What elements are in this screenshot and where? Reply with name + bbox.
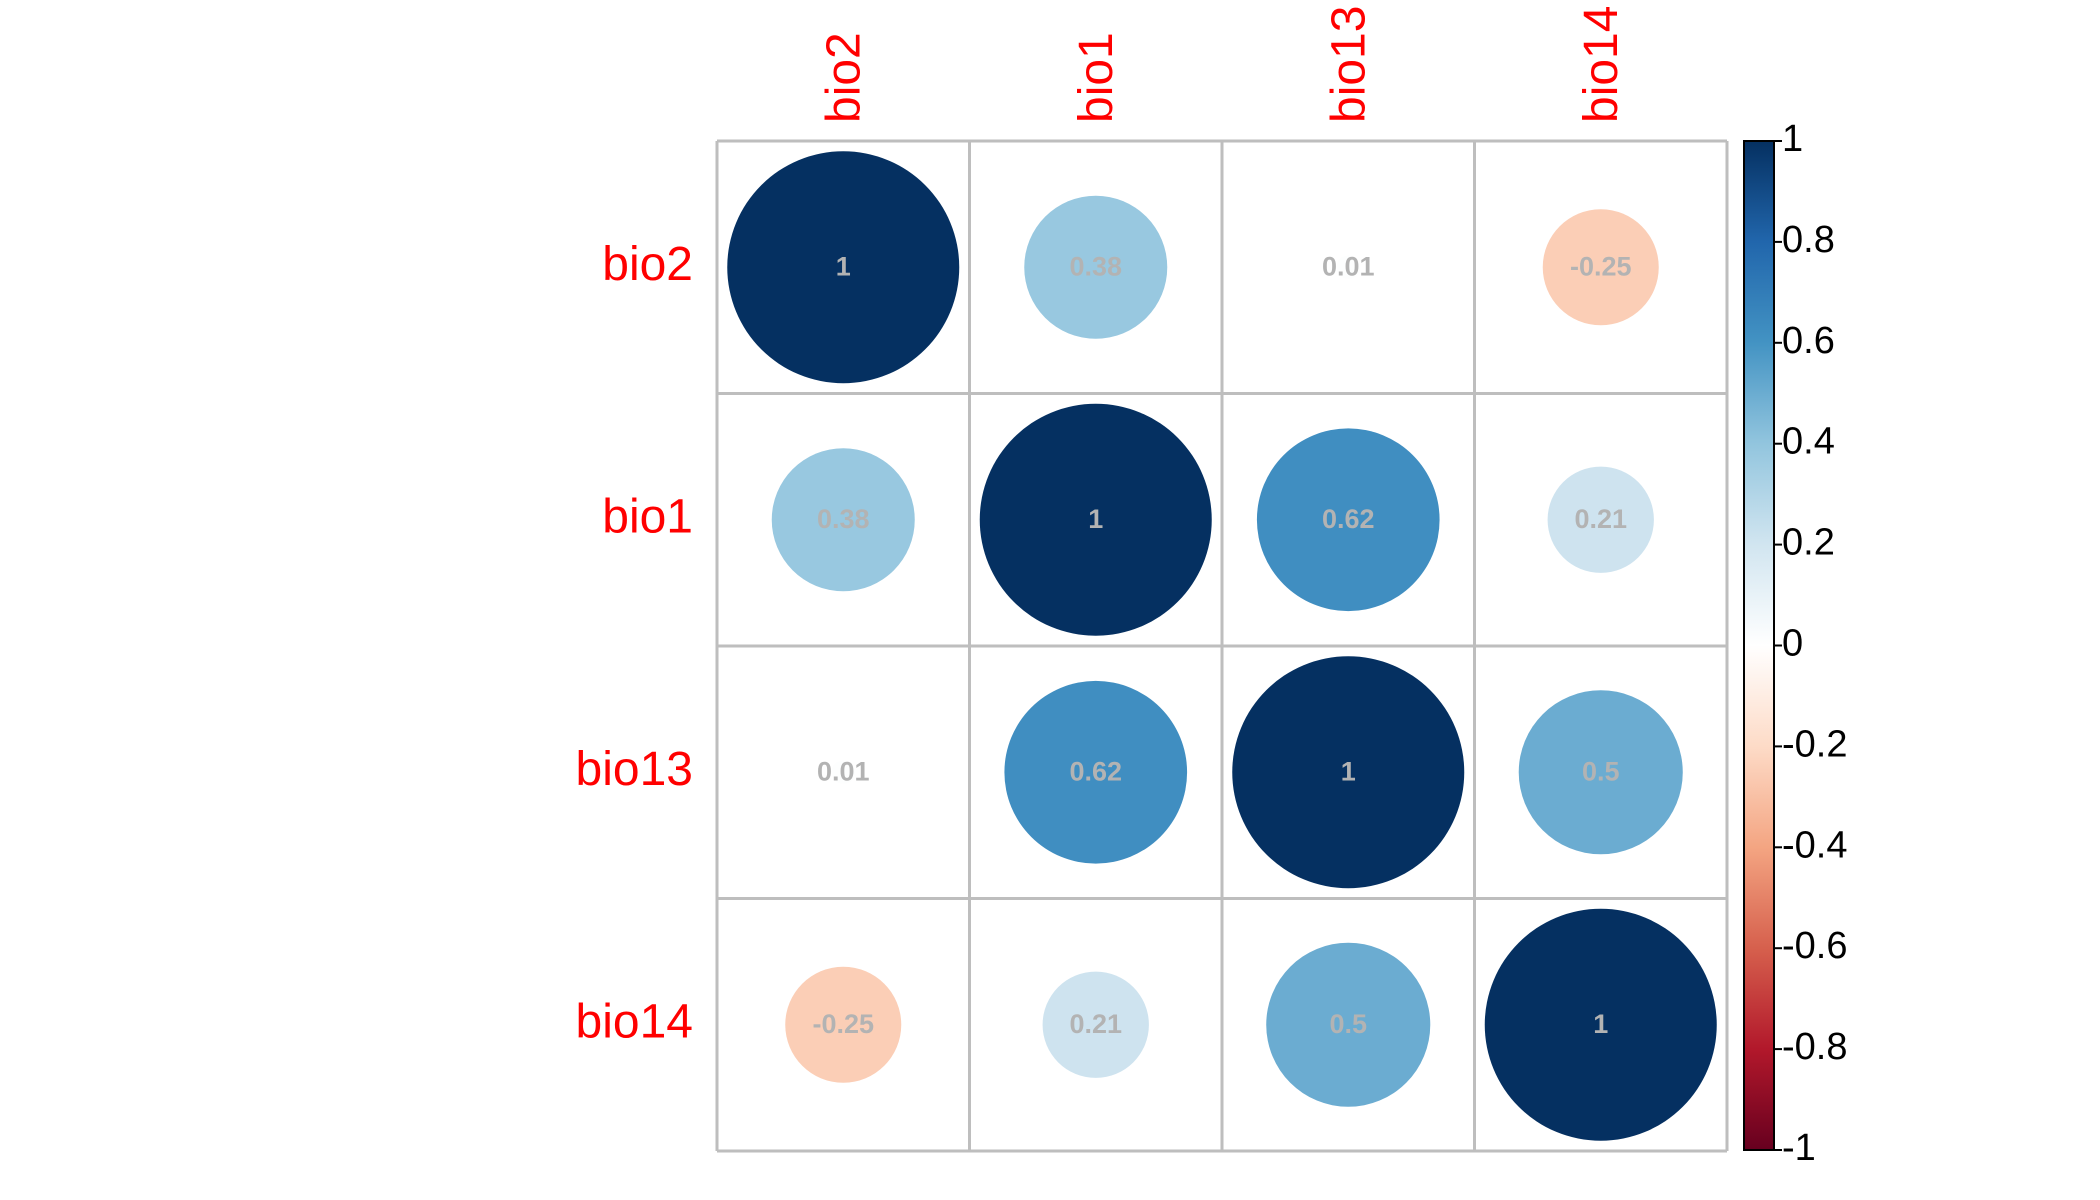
legend-tick-label: 0.6: [1782, 320, 1835, 362]
corr-circle-bio2-bio13: [1336, 255, 1360, 279]
value-labels: 1 0.38 0.01 -0.25 0.38 1 0.62 0.21 0.01 0.62 1 0.5 -…: [812, 251, 1631, 1039]
corr-value-bio13-bio2: 0.01: [817, 756, 870, 786]
corr-circle-bio14-bio1: [1042, 971, 1149, 1078]
corr-circle-bio1-bio2: [771, 448, 915, 592]
row-label-bio2: bio2: [602, 238, 693, 291]
corr-value-bio13-bio13: 1: [1341, 756, 1356, 786]
corr-value-bio2-bio13: 0.01: [1322, 251, 1375, 281]
corr-circle-bio1-bio1: [979, 403, 1212, 636]
legend-color-bar: [1743, 140, 1775, 1151]
corr-circle-bio2-bio2: [727, 151, 960, 384]
corr-circle-bio1-bio13: [1256, 428, 1440, 612]
corr-value-bio14-bio2: -0.25: [812, 1009, 874, 1039]
legend-tick-label: -0.6: [1782, 925, 1847, 967]
legend-tick-label: 0: [1782, 623, 1803, 665]
color-legend: 1 0.8 0.6 0.4 0.2 0 -0.2 -0.4 -0.6 -0.8 -1: [1743, 118, 1847, 1169]
corr-value-bio13-bio14: 0.5: [1582, 756, 1620, 786]
corr-value-bio1-bio13: 0.62: [1322, 504, 1375, 534]
corr-circle-bio1-bio14: [1547, 466, 1654, 573]
corr-circle-bio13-bio2: [831, 760, 855, 784]
corr-value-bio1-bio1: 1: [1088, 504, 1103, 534]
grid: [715, 139, 1729, 1153]
corr-circle-bio13-bio1: [1004, 680, 1188, 864]
corr-value-bio14-bio13: 0.5: [1329, 1009, 1367, 1039]
corr-value-bio1-bio14: 0.21: [1574, 504, 1627, 534]
row-label-bio1: bio1: [602, 490, 693, 543]
corr-value-bio14-bio14: 1: [1593, 1009, 1608, 1039]
corr-circle-bio14-bio2: [785, 966, 902, 1083]
corr-value-bio2-bio2: 1: [836, 251, 851, 281]
legend-tick-label: 0.4: [1782, 421, 1835, 463]
legend-tick-label: 0.2: [1782, 522, 1835, 564]
corr-value-bio14-bio1: 0.21: [1069, 1009, 1122, 1039]
corr-value-bio13-bio1: 0.62: [1069, 756, 1122, 786]
corr-circle-bio2-bio1: [1024, 195, 1168, 339]
corr-circle-bio14-bio14: [1484, 908, 1717, 1141]
row-label-bio13: bio13: [576, 743, 693, 796]
corr-value-bio1-bio2: 0.38: [817, 504, 870, 534]
legend-tick-label: 1: [1782, 118, 1803, 160]
column-label-bio2: bio2: [817, 32, 870, 123]
column-labels: bio2 bio1 bio13 bio14: [817, 6, 1628, 123]
legend-tick-label: -0.4: [1782, 824, 1847, 866]
corr-circle-bio13-bio13: [1232, 656, 1465, 889]
legend-tick-label: 0.8: [1782, 219, 1835, 261]
corr-circle-bio14-bio13: [1266, 942, 1431, 1107]
corr-value-bio2-bio1: 0.38: [1069, 251, 1122, 281]
circles: [727, 151, 1717, 1141]
corr-circle-bio2-bio14: [1542, 209, 1659, 326]
row-label-bio14: bio14: [576, 995, 693, 1048]
column-label-bio14: bio14: [1575, 6, 1628, 123]
legend-tick-label: -0.2: [1782, 723, 1847, 765]
column-label-bio1: bio1: [1070, 32, 1123, 123]
legend-tick-label: -1: [1782, 1127, 1816, 1169]
corr-circle-bio13-bio14: [1518, 690, 1683, 855]
corr-value-bio2-bio14: -0.25: [1570, 251, 1632, 281]
legend-tick-label: -0.8: [1782, 1026, 1847, 1068]
row-labels: bio2 bio1 bio13 bio14: [576, 238, 693, 1049]
column-label-bio13: bio13: [1322, 6, 1375, 123]
